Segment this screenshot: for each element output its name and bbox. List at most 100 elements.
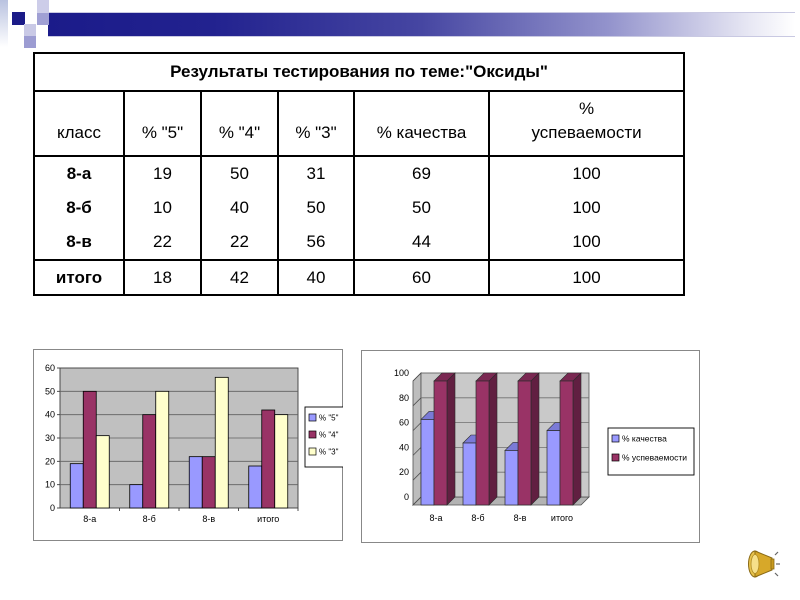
- bar-итого-% "4": [261, 409, 276, 509]
- row-label: 8-б: [33, 191, 125, 225]
- y-tick-label: 60: [399, 418, 409, 428]
- y-tick-label: 10: [45, 480, 55, 490]
- bar-итого-% "5": [248, 465, 263, 509]
- col-header-progress: % успеваемости: [487, 90, 686, 157]
- bar-8-б-% "3": [155, 390, 170, 509]
- table-total-row: итого 18 42 40 60 100: [33, 259, 686, 296]
- y-tick-label: 100: [394, 368, 409, 378]
- cell: 100: [487, 156, 686, 191]
- deco-square-light-2: [24, 24, 36, 36]
- y-tick-label: 40: [45, 410, 55, 420]
- table-title: Результаты тестирования по теме:"Оксиды": [32, 52, 686, 92]
- x-category-label: 8-в: [202, 514, 215, 524]
- col-header-class: класс: [33, 90, 125, 157]
- table-title-row: Результаты тестирования по теме:"Оксиды": [32, 52, 686, 92]
- x-category-label: 8-а: [83, 514, 96, 524]
- col-header-pct4: % "4": [200, 90, 279, 157]
- x-category-label: 8-б: [471, 513, 484, 523]
- table-row: 8-в 22 22 56 44 100: [33, 225, 686, 260]
- deco-square-medium-1: [37, 13, 49, 25]
- legend-swatch: [308, 447, 317, 456]
- bar-8-а-% "3": [95, 435, 110, 509]
- y-tick-label: 50: [45, 386, 55, 396]
- deco-square-light-1: [37, 0, 49, 13]
- marks-grouped-bar-chart: 0 10 20 30 40 50 60 8-а 8-б 8-в итого % "5" % "4" % "…: [33, 349, 348, 541]
- cell: 60: [353, 259, 490, 296]
- cell: 42: [200, 259, 279, 296]
- bar-итого-% качества: [546, 430, 561, 506]
- x-category-label: 8-в: [514, 513, 527, 523]
- legend-swatch: [308, 430, 317, 439]
- legend-entry: % успеваемости: [622, 453, 687, 463]
- table-row: 8-а 19 50 31 69 100: [33, 156, 686, 191]
- chart-legend: [607, 427, 695, 476]
- row-label: 8-в: [33, 225, 125, 260]
- row-label-total: итого: [33, 259, 125, 296]
- cell: 69: [353, 156, 490, 191]
- deco-square-dark: [12, 12, 25, 25]
- bar-8-а-% "5": [69, 463, 84, 509]
- legend-swatch: [308, 413, 317, 422]
- bar-8-б-% успеваемости: [475, 380, 490, 506]
- y-tick-label: 20: [399, 467, 409, 477]
- bar-итого-% "3": [274, 414, 289, 509]
- bar-итого-% успеваемости: [559, 380, 574, 506]
- bar-8-в-% "4": [201, 456, 216, 509]
- cell: 10: [123, 191, 202, 225]
- col-header-pct3: % "3": [277, 90, 355, 157]
- cell: 100: [487, 259, 686, 296]
- cell: 100: [487, 191, 686, 225]
- col-header-quality: % качества: [353, 90, 490, 157]
- legend-swatch: [611, 453, 620, 462]
- x-category-label: итого: [551, 513, 573, 523]
- cell: 40: [277, 259, 355, 296]
- legend-swatch: [611, 434, 620, 443]
- legend-entry: % "5": [319, 414, 339, 423]
- deco-square-medium-2: [24, 36, 36, 48]
- bar-8-а-% успеваемости: [433, 380, 448, 506]
- table-row: 8-б 10 40 50 50 100: [33, 191, 686, 225]
- cell: 44: [353, 225, 490, 260]
- bar-8-б-% качества: [462, 442, 477, 506]
- quality-progress-3d-bar-chart: 0 20 40 60 80 100 8-а 8-б 8-в итого % качества % ус…: [361, 350, 700, 543]
- bar-8-в-% успеваемости: [517, 380, 532, 506]
- cell: 100: [487, 225, 686, 260]
- row-label: 8-а: [33, 156, 125, 191]
- cell: 50: [353, 191, 490, 225]
- bar-8-в-% "3": [214, 376, 229, 509]
- x-category-label: 8-б: [143, 514, 156, 524]
- y-tick-label: 20: [45, 456, 55, 466]
- wall-left: [412, 372, 422, 506]
- legend-entry: % "4": [319, 431, 339, 440]
- cell: 56: [277, 225, 355, 260]
- bar-8-б-% "4": [142, 414, 157, 509]
- y-tick-label: 30: [45, 433, 55, 443]
- cell: 50: [277, 191, 355, 225]
- header-gradient-bar: [48, 12, 795, 37]
- cell: 50: [200, 156, 279, 191]
- x-category-label: 8-а: [429, 513, 442, 523]
- cell: 22: [200, 225, 279, 260]
- cell: 18: [123, 259, 202, 296]
- bar-8-а-% "4": [82, 390, 97, 509]
- x-category-label: итого: [257, 514, 279, 524]
- legend-entry: % "3": [319, 448, 339, 457]
- bar-8-в-% "5": [188, 456, 203, 509]
- y-tick-label: 0: [50, 503, 55, 513]
- table-header-row: класс % "5" % "4" % "3" % качества % усп…: [33, 90, 686, 157]
- y-tick-label: 60: [45, 363, 55, 373]
- y-tick-label: 0: [404, 492, 409, 502]
- cell: 22: [123, 225, 202, 260]
- cell: 31: [277, 156, 355, 191]
- y-tick-label: 80: [399, 393, 409, 403]
- results-table: Результаты тестирования по теме:"Оксиды"…: [32, 52, 686, 296]
- bar-8-б-% "5": [129, 484, 144, 509]
- speaker-icon[interactable]: [746, 546, 780, 584]
- legend-entry: % качества: [622, 434, 667, 444]
- bar-8-в-% качества: [504, 450, 519, 506]
- y-tick-label: 40: [399, 442, 409, 452]
- cell: 40: [200, 191, 279, 225]
- header-gradient-strip: [0, 0, 8, 47]
- cell: 19: [123, 156, 202, 191]
- col-header-pct5: % "5": [123, 90, 202, 157]
